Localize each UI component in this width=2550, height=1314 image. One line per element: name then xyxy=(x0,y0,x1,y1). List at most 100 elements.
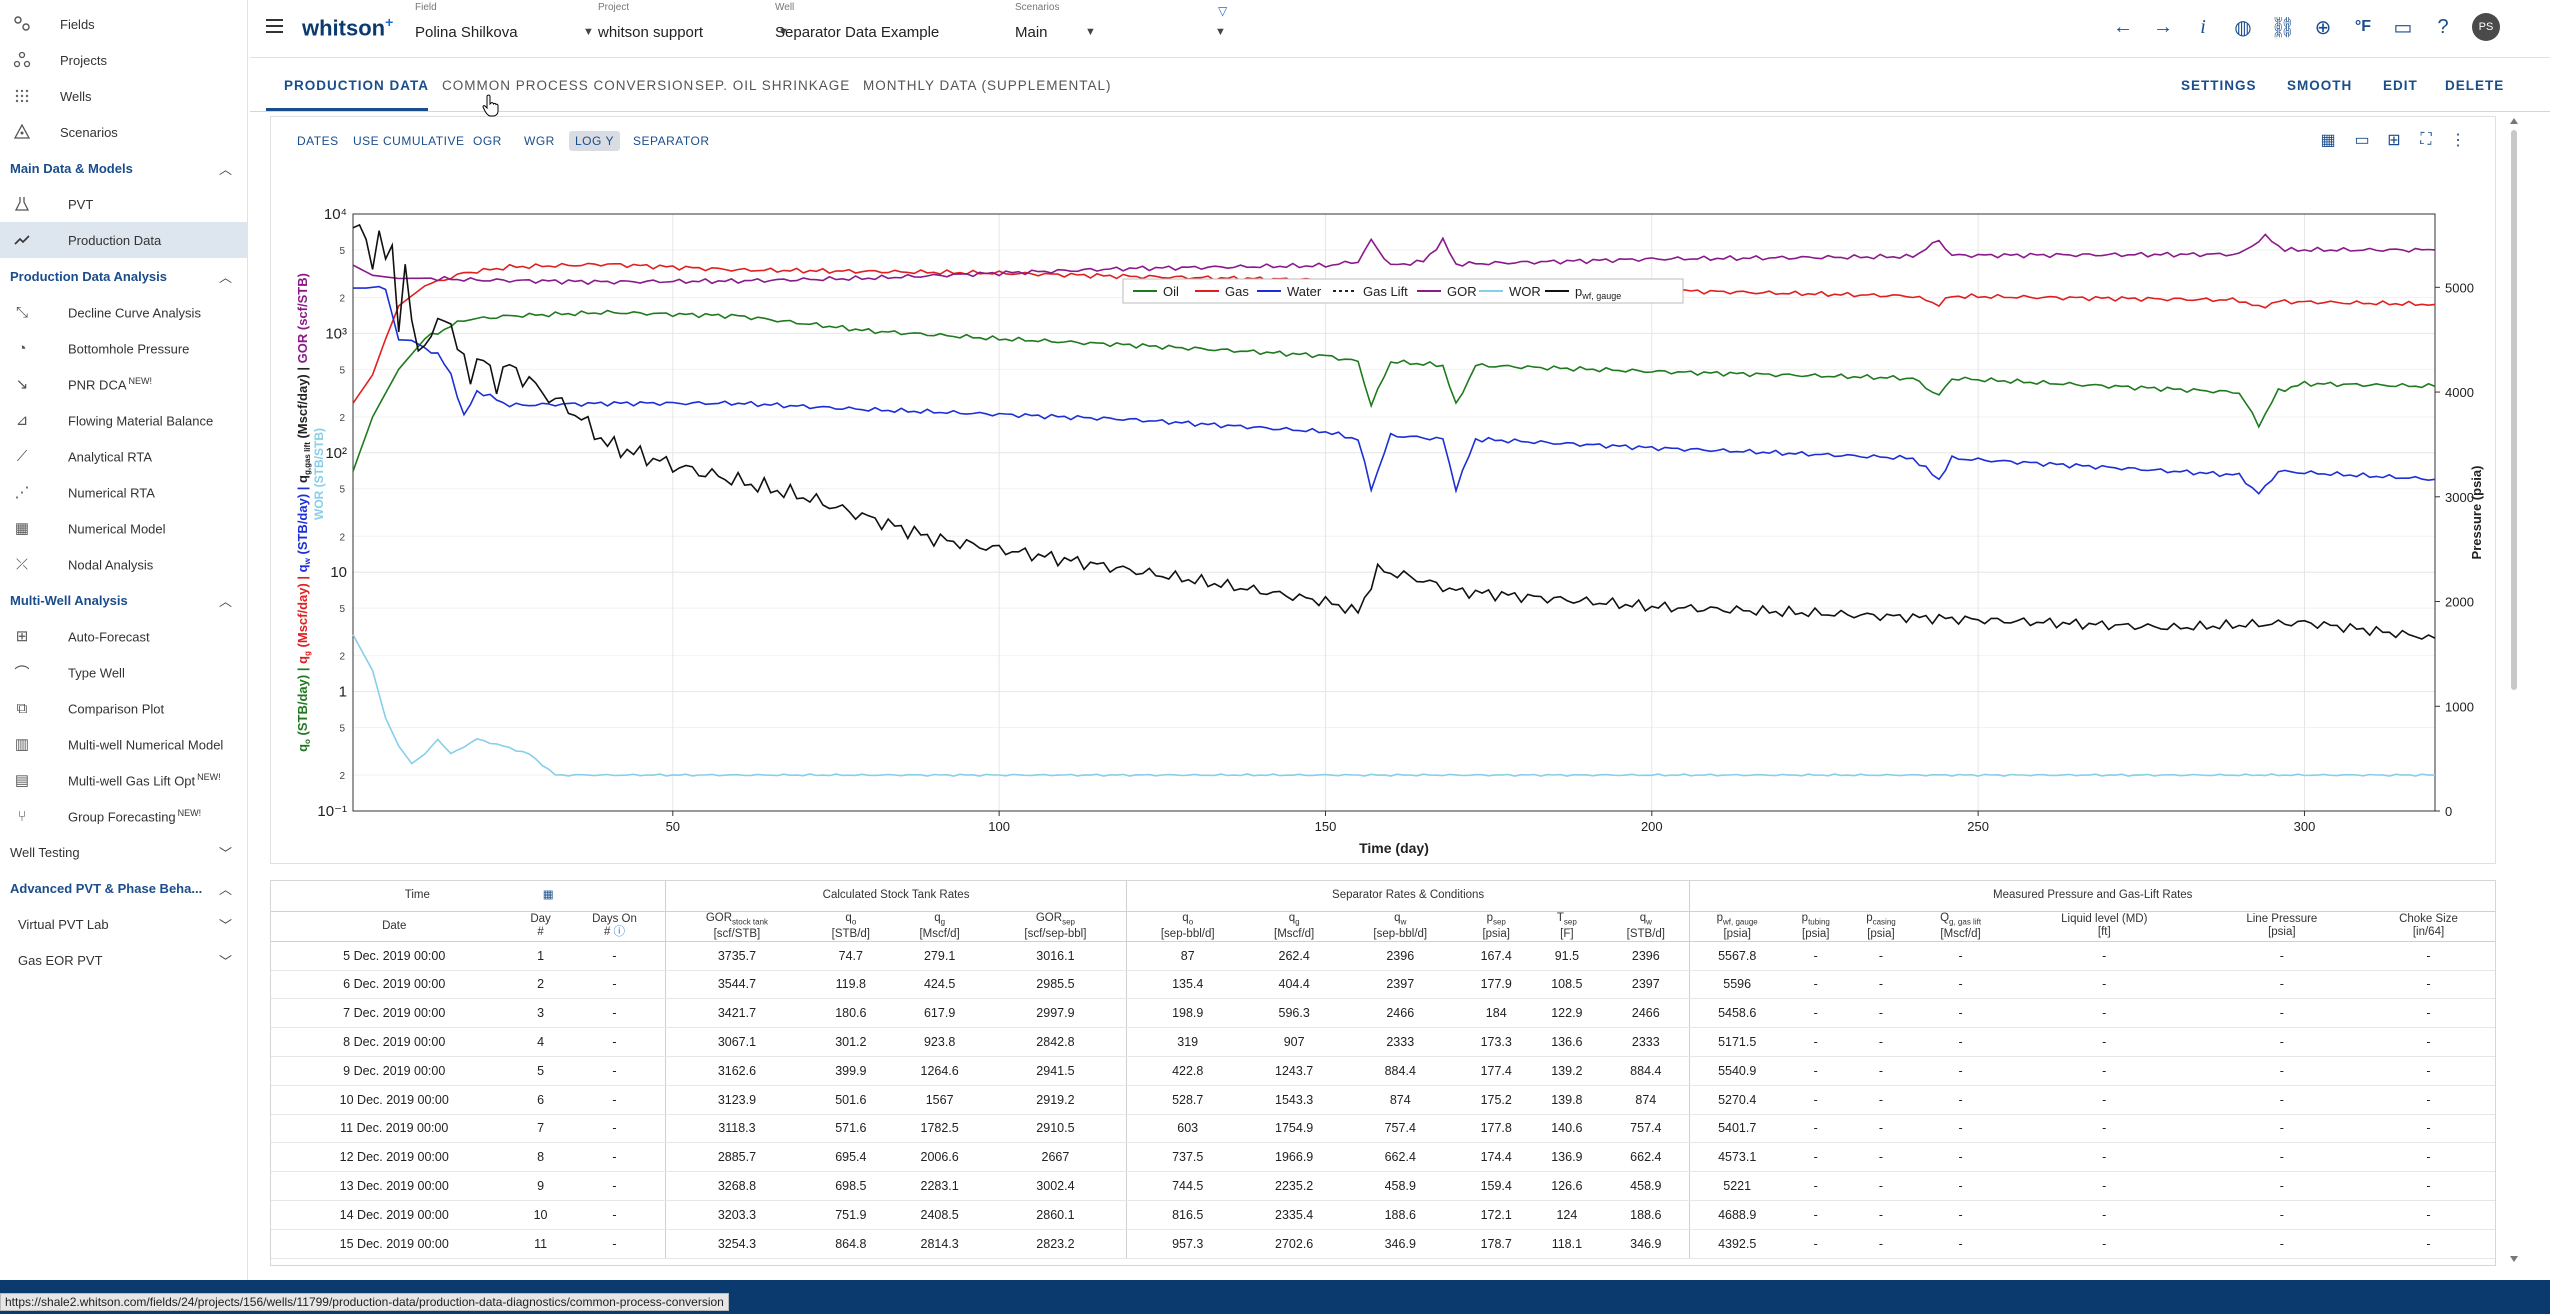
table-cell[interactable]: 9 xyxy=(517,1171,564,1201)
table-cell[interactable]: 139.8 xyxy=(1531,1085,1603,1115)
table-cell[interactable]: 91.5 xyxy=(1531,941,1603,971)
table-cell[interactable]: 139.2 xyxy=(1531,1056,1603,1086)
comment-icon[interactable]: ▭ xyxy=(2354,132,2370,149)
table-cell[interactable]: - xyxy=(563,1085,666,1115)
table-cell[interactable]: 188.6 xyxy=(1602,1200,1690,1230)
table-cell[interactable]: - xyxy=(1783,941,1848,971)
edit-button[interactable]: EDIT xyxy=(2383,78,2418,93)
table-cell[interactable]: - xyxy=(1847,1171,1915,1201)
table-cell[interactable]: 422.8 xyxy=(1125,1056,1249,1086)
table-cell[interactable]: 884.4 xyxy=(1602,1056,1690,1086)
sidebar-item-type-well[interactable]: ⌒ Type Well xyxy=(0,654,248,690)
table-cell[interactable]: 2823.2 xyxy=(985,1229,1127,1259)
table-cell[interactable]: 3254.3 xyxy=(665,1229,808,1259)
table-cell[interactable]: 108.5 xyxy=(1531,970,1603,1000)
sidebar-item-bottomhole-pressure[interactable]: ◔ Bottomhole Pressure xyxy=(0,330,248,366)
table-cell[interactable]: 1 xyxy=(517,941,564,971)
table-row[interactable]: 8 Dec. 2019 00:00 4-3067.1 301.2 923.8 2842.… xyxy=(271,1027,2495,1057)
table-cell[interactable]: - xyxy=(1914,1171,2007,1201)
table-cell[interactable]: - xyxy=(2201,1027,2362,1057)
table-cell[interactable]: - xyxy=(2201,1114,2362,1144)
sidebar-item-nodal-analysis[interactable]: ⤫ Nodal Analysis xyxy=(0,546,248,582)
table-cell[interactable]: 2235.2 xyxy=(1248,1171,1340,1201)
log-y-toggle[interactable]: LOG Y xyxy=(569,131,620,151)
calendar-sort-icon[interactable]: ▦ xyxy=(542,889,554,901)
temperature-unit-toggle[interactable]: °F xyxy=(2354,18,2372,35)
separator-toggle[interactable]: SEPARATOR xyxy=(633,134,710,148)
table-cell[interactable]: - xyxy=(1847,1027,1915,1057)
table-cell[interactable]: 3016.1 xyxy=(985,941,1127,971)
table-cell[interactable]: 1782.5 xyxy=(894,1114,986,1144)
table-cell[interactable]: 874 xyxy=(1339,1085,1461,1115)
table-cell[interactable]: 7 Dec. 2019 00:00 xyxy=(271,998,518,1029)
table-cell[interactable]: - xyxy=(563,1056,666,1086)
table-cell[interactable]: 596.3 xyxy=(1248,998,1340,1029)
table-cell[interactable]: 3421.7 xyxy=(665,998,808,1029)
table-cell[interactable]: - xyxy=(563,1114,666,1144)
avatar[interactable]: PS xyxy=(2472,13,2500,41)
table-cell[interactable]: 3203.3 xyxy=(665,1200,808,1230)
table-cell[interactable]: 884.4 xyxy=(1339,1056,1461,1086)
table-cell[interactable]: - xyxy=(1783,1171,1848,1201)
table-cell[interactable]: 5171.5 xyxy=(1689,1027,1784,1057)
table-cell[interactable]: 2396 xyxy=(1602,941,1690,971)
table-cell[interactable]: - xyxy=(2361,1142,2495,1173)
table-cell[interactable]: - xyxy=(1847,1142,1915,1173)
sidebar-item-fields[interactable]: Fields xyxy=(0,6,248,42)
table-cell[interactable]: - xyxy=(2006,998,2202,1029)
table-cell[interactable]: - xyxy=(2361,1229,2495,1259)
table-cell[interactable]: 175.2 xyxy=(1460,1085,1532,1115)
table-cell[interactable]: - xyxy=(563,1229,666,1259)
table-cell[interactable]: - xyxy=(563,998,666,1029)
table-cell[interactable]: - xyxy=(2006,1171,2202,1201)
table-cell[interactable]: 2333 xyxy=(1602,1027,1690,1057)
settings-button[interactable]: SETTINGS xyxy=(2181,78,2257,93)
table-cell[interactable]: 177.9 xyxy=(1460,970,1532,1000)
table-cell[interactable]: 6 xyxy=(517,1085,564,1115)
table-cell[interactable]: 5567.8 xyxy=(1689,941,1784,971)
table-cell[interactable]: - xyxy=(1847,970,1915,1000)
table-cell[interactable]: - xyxy=(2361,1056,2495,1086)
sidebar-item-multi-well-numerical-model[interactable]: ▥ Multi-well Numerical Model xyxy=(0,726,248,762)
table-cell[interactable]: 5 xyxy=(517,1056,564,1086)
table-cell[interactable]: - xyxy=(1914,1142,2007,1173)
table-cell[interactable]: 184 xyxy=(1460,998,1532,1029)
table-cell[interactable]: - xyxy=(1783,998,1848,1029)
arrow-left-icon[interactable]: ← xyxy=(2113,15,2133,38)
globe-icon[interactable]: ◍ xyxy=(2234,16,2252,39)
table-cell[interactable]: - xyxy=(2361,1114,2495,1144)
table-cell[interactable]: 13 Dec. 2019 00:00 xyxy=(271,1171,518,1201)
table-cell[interactable]: - xyxy=(563,1200,666,1230)
table-cell[interactable]: - xyxy=(563,970,666,1000)
table-cell[interactable]: 301.2 xyxy=(807,1027,895,1057)
sidebar-item-comparison-plot[interactable]: ⧉ Comparison Plot xyxy=(0,690,248,726)
table-cell[interactable]: 3067.1 xyxy=(665,1027,808,1057)
table-cell[interactable]: - xyxy=(1847,1114,1915,1144)
table-cell[interactable]: - xyxy=(1847,1229,1915,1259)
table-cell[interactable]: 136.6 xyxy=(1531,1027,1603,1057)
table-cell[interactable]: 2985.5 xyxy=(985,970,1127,1000)
table-cell[interactable]: 177.8 xyxy=(1460,1114,1532,1144)
table-cell[interactable]: - xyxy=(2201,941,2362,971)
tab-production-data[interactable]: PRODUCTION DATA xyxy=(284,78,429,93)
table-cell[interactable]: 8 Dec. 2019 00:00 xyxy=(271,1027,518,1057)
table-cell[interactable]: 2466 xyxy=(1602,998,1690,1029)
table-cell[interactable]: 2842.8 xyxy=(985,1027,1127,1057)
well-selector[interactable]: Well Separator Data Example ▼ ▽ xyxy=(775,2,1227,41)
sidebar-item-decline-curve-analysis[interactable]: ⤡ Decline Curve Analysis xyxy=(0,294,248,330)
table-cell[interactable]: 816.5 xyxy=(1125,1200,1249,1230)
table-cell[interactable]: 4392.5 xyxy=(1689,1229,1784,1259)
table-cell[interactable]: - xyxy=(1783,1229,1848,1259)
table-cell[interactable]: 14 Dec. 2019 00:00 xyxy=(271,1200,518,1230)
sidebar-item-flowing-material-balance[interactable]: ⊿ Flowing Material Balance xyxy=(0,402,248,438)
table-row[interactable]: 6 Dec. 2019 00:00 2-3544.7 119.8 424.5 2985.… xyxy=(271,970,2495,1000)
table-cell[interactable]: 2397 xyxy=(1339,970,1461,1000)
table-cell[interactable]: 262.4 xyxy=(1248,941,1340,971)
table-cell[interactable]: - xyxy=(2361,970,2495,1000)
table-cell[interactable]: 757.4 xyxy=(1339,1114,1461,1144)
table-cell[interactable]: 2397 xyxy=(1602,970,1690,1000)
table-cell[interactable]: 1243.7 xyxy=(1248,1056,1340,1086)
table-cell[interactable]: 3735.7 xyxy=(665,941,808,971)
table-cell[interactable]: - xyxy=(2006,970,2202,1000)
table-cell[interactable]: - xyxy=(2006,1142,2202,1173)
